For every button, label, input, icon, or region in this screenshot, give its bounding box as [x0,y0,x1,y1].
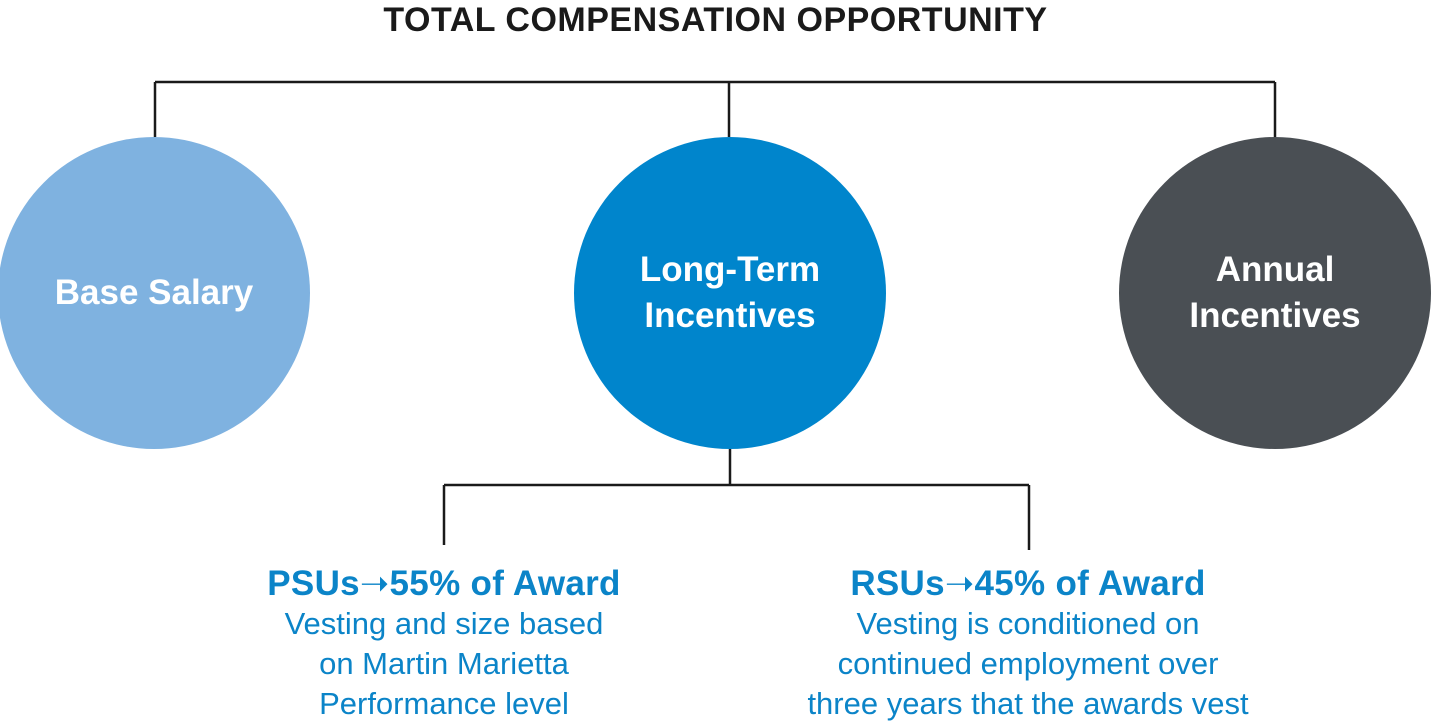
annual-incentives-label: Annual Incentives [1189,250,1361,335]
base-salary-label: Base Salary [54,273,254,312]
psu-award-block: PSUs➝55% of Award Vesting and size based… [234,564,654,724]
annual-incentives-circle: Annual Incentives [1119,137,1431,449]
rsu-award-heading: RSUs➝45% of Award [850,564,1206,603]
psu-award-description: Vesting and size based on Martin Mariett… [284,606,604,721]
psu-award-heading: PSUs➝55% of Award [267,564,621,603]
diagram-title: TOTAL COMPENSATION OPPORTUNITY [383,1,1048,39]
long-term-incentives-label: Long-Term Incentives [639,250,821,335]
rsu-award-block: RSUs➝45% of Award Vesting is conditioned… [770,564,1286,724]
base-salary-circle: Base Salary [0,137,310,449]
rsu-award-description: Vesting is conditioned on continued empl… [807,606,1249,721]
long-term-incentives-circle: Long-Term Incentives [574,137,886,449]
